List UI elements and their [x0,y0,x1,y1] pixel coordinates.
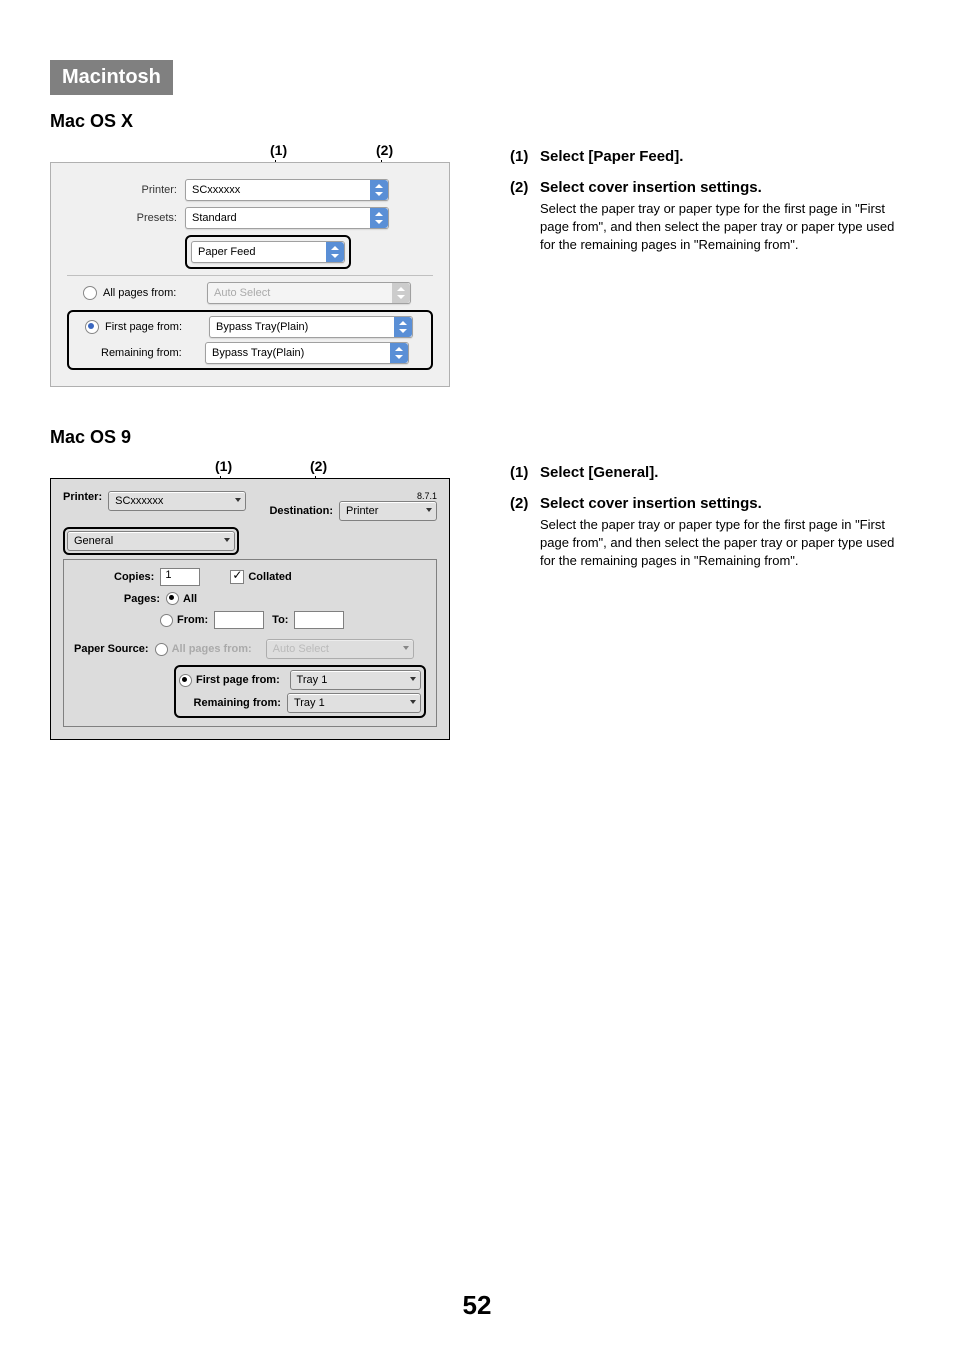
os9-print-dialog: Printer: SCxxxxxx 8.7.1 Destination: Pri… [50,478,450,740]
caret-icon [370,208,388,228]
cover-highlight: First page from: Bypass Tray(Plain) Rema… [67,310,433,370]
presets-select[interactable]: Standard [185,207,389,229]
presets-value: Standard [192,208,237,228]
firstpage-radio[interactable] [85,320,99,334]
os9-papersource-label: Paper Source: [74,643,155,655]
os9-collated-label: Collated [248,571,297,583]
os9-remaining-value: Tray 1 [294,694,325,712]
allpages-value: Auto Select [214,283,270,303]
printer-label: Printer: [67,184,185,196]
caret-icon [370,180,388,200]
marker-1-os9: (1) [215,458,232,474]
os9-to-label: To: [272,614,294,626]
instr2-text: Select cover insertion settings. [540,179,762,196]
caret-icon [394,317,412,337]
instruction-1-os9: (1) Select [General]. [510,464,904,481]
os9-pages-label: Pages: [114,593,166,605]
allpages-select: Auto Select [207,282,411,304]
instr2-text-os9: Select cover insertion settings. [540,495,762,512]
os9-pane-highlight: General [63,527,239,555]
os9-copies-field[interactable]: 1 [160,568,200,586]
marker-2-os9: (2) [310,458,327,474]
os9-to-field[interactable] [294,611,344,629]
remaining-select[interactable]: Bypass Tray(Plain) [205,342,409,364]
os9-printer-select[interactable]: SCxxxxxx [108,491,246,511]
subheading-os9: Mac OS 9 [50,427,904,448]
os9-dest-label: Destination: [269,505,339,517]
allpages-radio[interactable] [83,286,97,300]
os9-remaining-select[interactable]: Tray 1 [287,693,421,713]
os9-pane-select[interactable]: General [67,531,235,551]
instruction-2: (2) Select cover insertion settings. [510,179,904,196]
os9-firstpage-radio[interactable] [179,674,192,687]
os9-dest-value: Printer [346,502,378,520]
os9-pane-value: General [74,532,113,550]
instr1-num: (1) [510,148,540,165]
printer-value: SCxxxxxx [192,180,240,200]
remaining-label: Remaining from: [101,347,205,359]
os9-copies-label: Copies: [114,571,160,583]
pane-value: Paper Feed [198,242,255,262]
os9-printer-value: SCxxxxxx [115,492,163,510]
instr1-text-os9: Select [General]. [540,464,658,481]
instr2-sub-os9: Select the paper tray or paper type for … [540,516,904,571]
os9-allpages-label: All pages from: [172,643,258,655]
osx-print-dialog: Printer: SCxxxxxx Presets: Standard [50,162,450,387]
os9-version: 8.7.1 [269,491,437,501]
pane-select[interactable]: Paper Feed [191,241,345,263]
remaining-value: Bypass Tray(Plain) [212,343,304,363]
instruction-1: (1) Select [Paper Feed]. [510,148,904,165]
os9-from-label: From: [177,614,214,626]
instr1-num-os9: (1) [510,464,540,481]
os9-remaining-label: Remaining from: [191,697,287,709]
os9-allpages-value: Auto Select [273,640,329,658]
marker-2: (2) [376,142,393,158]
os9-collated-check[interactable] [230,570,244,584]
markers-osx: (1) (2) [50,142,470,162]
os9-cover-highlight: First page from: Tray 1 Remaining from: … [174,665,426,718]
caret-icon [326,242,344,262]
os9-allpages-radio[interactable] [155,643,168,656]
os9-from-radio[interactable] [160,614,173,627]
printer-select[interactable]: SCxxxxxx [185,179,389,201]
firstpage-select[interactable]: Bypass Tray(Plain) [209,316,413,338]
section-header: Macintosh [50,60,173,95]
caret-icon [390,343,408,363]
os9-firstpage-label: First page from: [196,674,290,686]
os9-firstpage-value: Tray 1 [297,671,328,689]
os9-dest-select[interactable]: Printer [339,501,437,521]
os9-printer-label: Printer: [63,491,108,503]
allpages-label: All pages from: [103,287,207,299]
marker-1: (1) [270,142,287,158]
page-number: 52 [0,1290,954,1321]
os9-all-radio[interactable] [166,592,179,605]
os9-all-label: All [183,593,203,605]
subheading-osx: Mac OS X [50,111,904,132]
caret-icon [392,283,410,303]
firstpage-label: First page from: [105,321,209,333]
pane-highlight: Paper Feed [185,235,351,269]
instr2-num-os9: (2) [510,495,540,512]
instr2-sub: Select the paper tray or paper type for … [540,200,904,255]
os9-allpages-select: Auto Select [266,639,414,659]
instr2-num: (2) [510,179,540,196]
instruction-2-os9: (2) Select cover insertion settings. [510,495,904,512]
firstpage-value: Bypass Tray(Plain) [216,317,308,337]
os9-from-field[interactable] [214,611,264,629]
os9-firstpage-select[interactable]: Tray 1 [290,670,421,690]
instr1-text: Select [Paper Feed]. [540,148,683,165]
presets-label: Presets: [67,212,185,224]
markers-os9: (1) (2) [50,458,470,478]
